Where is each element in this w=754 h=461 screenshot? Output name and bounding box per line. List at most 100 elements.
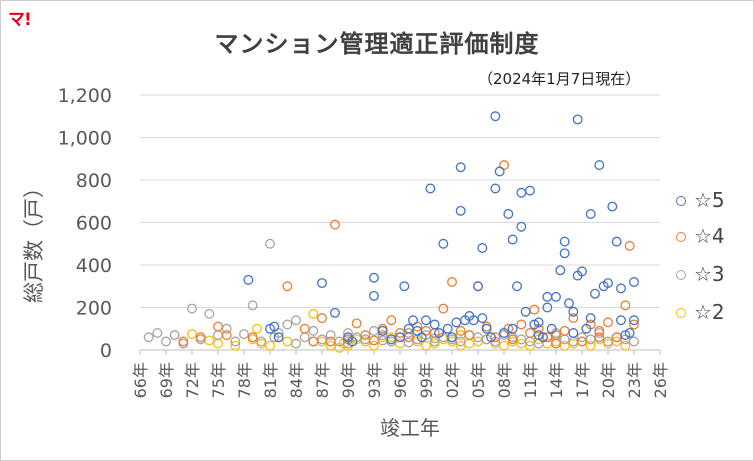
legend-marker-icon (676, 308, 686, 318)
data-point (299, 323, 310, 334)
data-point (421, 315, 431, 326)
data-point (512, 281, 522, 292)
legend-marker-icon (676, 232, 686, 242)
data-point (611, 236, 622, 247)
data-point (282, 336, 293, 347)
data-point (594, 325, 605, 336)
data-point (520, 306, 531, 317)
data-point (486, 332, 496, 343)
data-point (256, 336, 267, 347)
data-point (425, 183, 436, 194)
data-point (395, 328, 405, 338)
y-tick-label: 400 (76, 255, 112, 277)
brand-logo: マ! (8, 10, 32, 30)
data-point (421, 340, 431, 351)
data-point (204, 308, 215, 319)
data-point (308, 308, 319, 319)
data-point (269, 321, 280, 332)
data-point (594, 332, 605, 343)
legend-marker-icon (676, 196, 686, 206)
x-tick-label: 26年 (651, 362, 670, 398)
data-point (403, 337, 414, 348)
data-point (585, 334, 596, 345)
legend-item: ☆5 (672, 188, 752, 218)
chart-title: マンション管理適正評価制度 (214, 30, 540, 58)
data-point (525, 185, 535, 196)
data-point (399, 281, 410, 292)
data-point (213, 338, 223, 349)
data-point (325, 330, 336, 341)
data-point (559, 236, 570, 247)
legend-item: ☆2 (672, 300, 752, 330)
data-point (620, 340, 631, 351)
data-point (282, 281, 293, 292)
x-tick-label: 02年 (443, 362, 462, 398)
data-point (503, 209, 514, 219)
data-point (551, 338, 561, 349)
data-point (624, 240, 635, 251)
legend-item: ☆4 (672, 224, 752, 254)
x-tick-label: 14年 (547, 362, 566, 398)
legend-label: ☆3 (694, 262, 725, 286)
data-point (221, 330, 232, 341)
data-point (577, 266, 587, 277)
data-point (152, 328, 163, 338)
data-point (377, 325, 388, 336)
data-point (581, 323, 592, 334)
data-point (252, 323, 262, 334)
data-point (607, 201, 618, 212)
data-point (538, 332, 548, 343)
data-point (187, 303, 197, 314)
data-point (499, 340, 509, 351)
data-point (568, 328, 579, 338)
data-point (629, 319, 639, 330)
y-tick-label: 1,200 (58, 85, 112, 107)
data-point (616, 315, 626, 326)
x-tick-label: 11年 (521, 362, 540, 398)
data-point (282, 319, 293, 330)
x-tick-label: 08年 (495, 362, 514, 398)
data-point (416, 332, 427, 343)
data-point (616, 283, 626, 294)
data-point (442, 323, 453, 334)
data-point (499, 160, 509, 171)
data-point (499, 328, 509, 338)
data-point (230, 336, 241, 347)
data-point (559, 248, 570, 259)
data-point (629, 336, 639, 347)
data-point (330, 219, 340, 230)
y-tick-label: 600 (76, 213, 112, 235)
data-point (369, 290, 379, 301)
data-point (490, 111, 501, 122)
data-point (377, 330, 388, 341)
data-point (477, 243, 488, 253)
data-point (447, 332, 457, 343)
x-axis-label: 竣工年 (380, 416, 440, 440)
data-point (438, 238, 449, 249)
data-point (308, 336, 319, 347)
x-tick-label: 84年 (287, 362, 306, 398)
data-point (369, 272, 379, 283)
data-point (455, 325, 466, 336)
data-point (516, 221, 527, 232)
data-point (360, 330, 371, 341)
x-tick-label: 69年 (157, 362, 176, 398)
data-point (585, 340, 596, 351)
data-point (265, 340, 275, 351)
data-point (347, 336, 358, 347)
data-point (187, 329, 197, 340)
data-point (213, 321, 223, 332)
data-point (473, 281, 483, 292)
data-point (455, 336, 466, 347)
data-point (369, 335, 379, 346)
data-point (542, 291, 553, 302)
data-point (386, 315, 397, 326)
data-point (317, 313, 327, 324)
x-tick-label: 20年 (599, 362, 618, 398)
data-point (464, 330, 475, 341)
data-point (507, 323, 518, 334)
data-point (603, 317, 613, 328)
x-tick-label: 90年 (339, 362, 358, 398)
data-point (325, 336, 336, 347)
data-point (143, 332, 154, 343)
